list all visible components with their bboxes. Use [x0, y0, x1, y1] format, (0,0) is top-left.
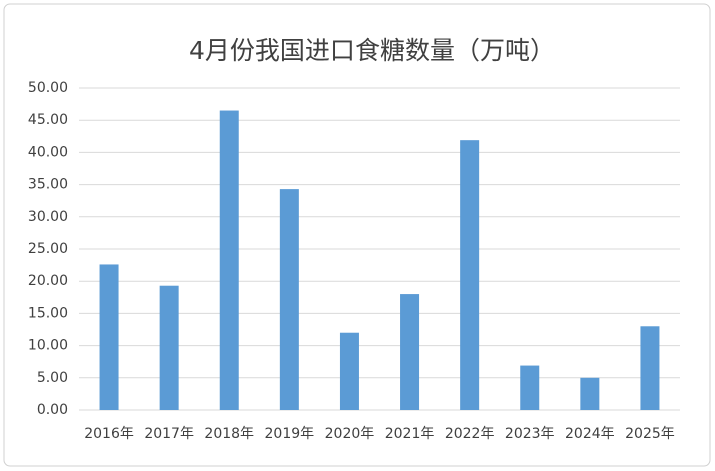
y-tick-label: 20.00 — [28, 273, 68, 289]
y-tick-label: 0.00 — [37, 402, 68, 418]
bar — [580, 377, 600, 410]
x-tick-label: 2025年 — [625, 426, 675, 442]
y-tick-label: 10.00 — [28, 338, 68, 354]
y-tick-label: 40.00 — [28, 144, 68, 160]
x-tick-label: 2016年 — [84, 426, 134, 442]
x-tick-label: 2020年 — [325, 426, 375, 442]
y-tick-label: 5.00 — [37, 370, 68, 386]
y-tick-label: 25.00 — [28, 241, 68, 257]
bar — [159, 285, 179, 410]
bar — [219, 110, 239, 410]
x-tick-label: 2021年 — [385, 426, 435, 442]
chart-border — [3, 3, 711, 467]
x-tick-label: 2018年 — [204, 426, 254, 442]
x-tick-label: 2022年 — [445, 426, 495, 442]
y-tick-label: 50.00 — [28, 80, 68, 96]
y-tick-label: 45.00 — [28, 112, 68, 128]
x-tick-label: 2024年 — [565, 426, 615, 442]
x-tick-label: 2023年 — [505, 426, 555, 442]
bar — [99, 264, 119, 410]
bar — [520, 365, 540, 410]
bar — [640, 326, 660, 410]
x-tick-label: 2019年 — [265, 426, 315, 442]
chart-title: 4月份我国进口食糖数量（万吨） — [189, 36, 555, 65]
bar — [279, 189, 299, 410]
bar — [339, 332, 359, 410]
x-tick-label: 2017年 — [144, 426, 194, 442]
y-tick-label: 35.00 — [28, 177, 68, 193]
bar — [400, 294, 420, 410]
y-tick-label: 15.00 — [28, 305, 68, 321]
y-tick-label: 30.00 — [28, 209, 68, 225]
bar — [460, 140, 480, 410]
